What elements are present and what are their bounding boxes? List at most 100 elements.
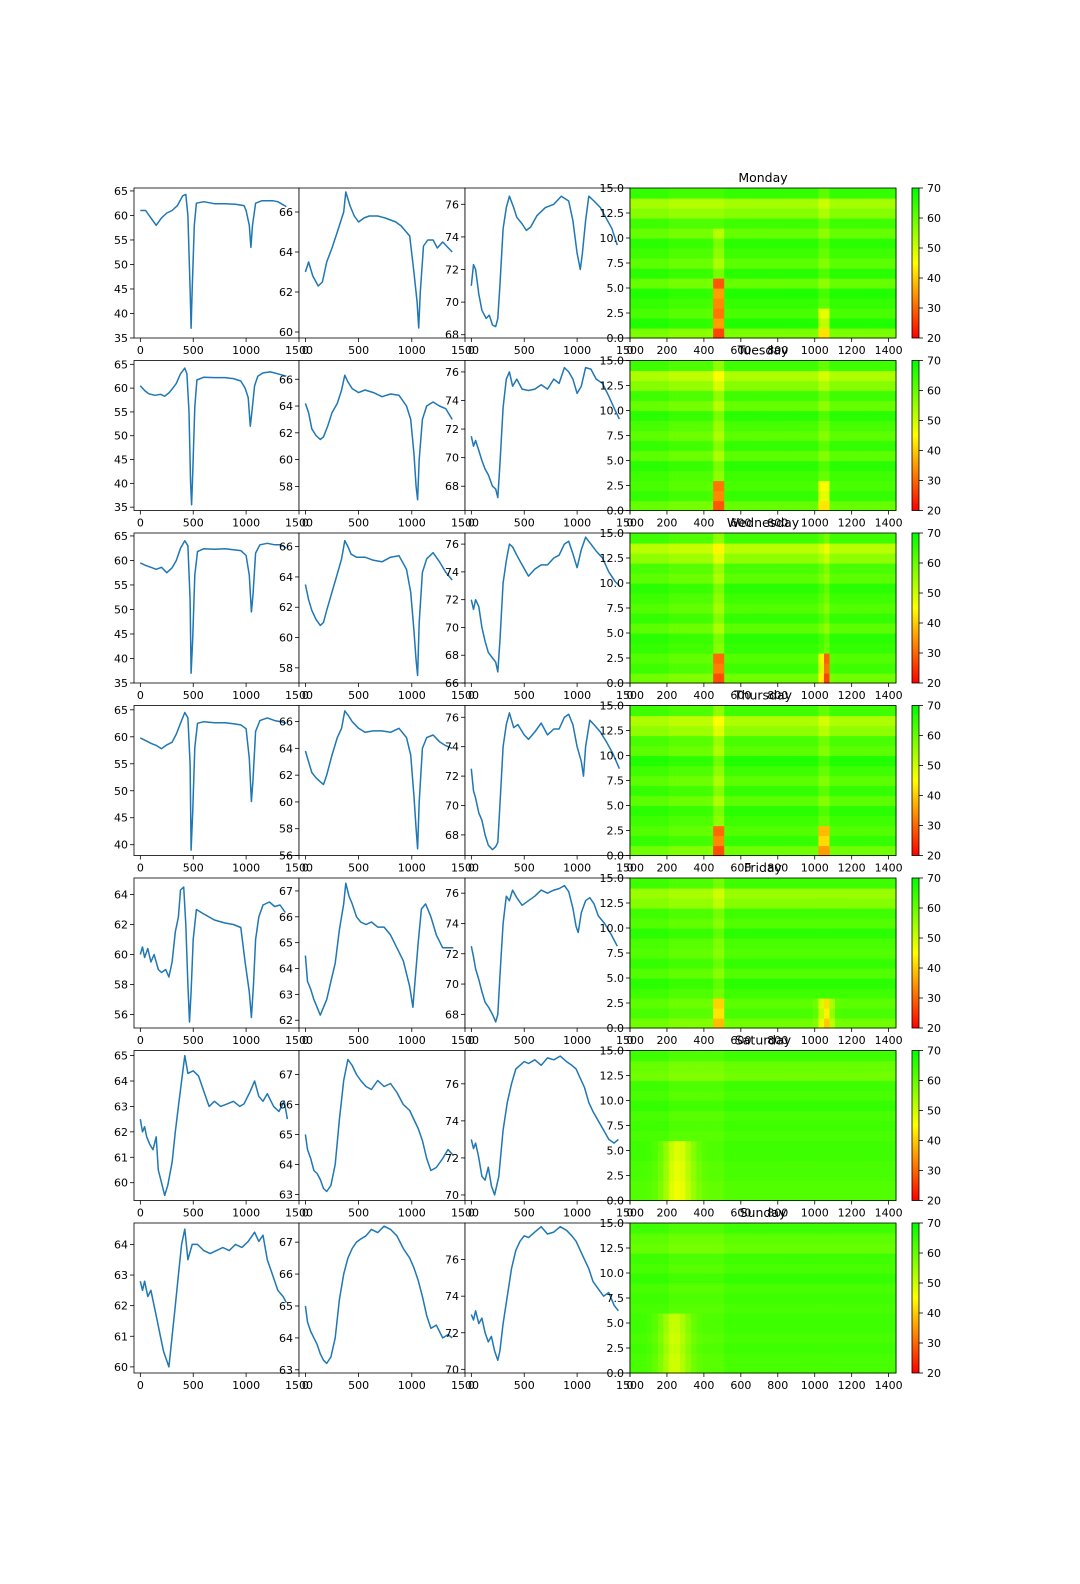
heatmap-cell <box>873 908 880 919</box>
heatmap-cell <box>774 1150 781 1162</box>
heatmap-cell <box>735 898 742 909</box>
heatmap-cell <box>790 553 797 564</box>
heatmap-cell <box>663 613 670 624</box>
heatmap-cell <box>890 593 897 604</box>
heatmap-cell <box>779 735 786 747</box>
heatmap-cell <box>663 765 670 777</box>
heatmap-cell <box>840 360 847 372</box>
y-tick-label: 62 <box>114 1126 128 1139</box>
heatmap-cell <box>879 663 886 674</box>
x-tick-label: 1500 <box>616 1034 644 1047</box>
heatmap-cell <box>801 1060 808 1072</box>
heatmap-cell <box>785 888 792 899</box>
heatmap-cell <box>635 1060 642 1072</box>
heatmap-cell <box>884 543 892 554</box>
heatmap-cell <box>796 978 803 989</box>
heatmap-cell <box>796 825 803 837</box>
colorbar-tick-label: 60 <box>927 902 941 915</box>
heatmap-cell <box>713 1170 720 1182</box>
heatmap-cell <box>729 998 736 1009</box>
heatmap-cell <box>740 430 747 442</box>
x-tick-label: 1200 <box>838 344 866 357</box>
heatmap-cell <box>890 410 897 422</box>
heatmap-cell <box>707 278 714 289</box>
heatmap-cell <box>873 1008 880 1019</box>
heatmap-cell <box>746 328 753 339</box>
y-tick-label: 65 <box>279 1129 293 1142</box>
heatmap-cell <box>796 623 803 634</box>
heatmap-cell <box>835 928 842 939</box>
heatmap-cell <box>846 410 853 422</box>
colorbar-bar <box>911 187 920 339</box>
heatmap-cell <box>796 725 803 737</box>
heatmap-cell <box>630 705 637 717</box>
heatmap-cell <box>657 988 664 999</box>
heatmap-cell <box>641 878 648 889</box>
heatmap-cell <box>740 360 747 372</box>
heatmap-cell <box>641 735 648 747</box>
heatmap-cell <box>879 643 886 654</box>
heatmap-cell <box>790 998 797 1009</box>
heatmap-cell <box>679 663 687 674</box>
heatmap-cell <box>857 735 864 747</box>
heatmap-cell <box>685 968 692 979</box>
heatmap-cell <box>857 755 864 767</box>
heatmap-cell <box>690 410 698 422</box>
heatmap-cell <box>884 218 892 229</box>
heatmap-cell <box>746 1060 753 1072</box>
heatmap-cell <box>790 1120 797 1132</box>
heatmap-cell <box>774 795 781 807</box>
heatmap-cell <box>724 318 731 329</box>
heatmap-cell <box>790 278 797 289</box>
x-tick-label: 1200 <box>838 1034 866 1047</box>
heatmap-cell <box>851 948 858 959</box>
heatmap-cell <box>668 208 675 219</box>
heatmap-cell <box>729 613 736 624</box>
heatmap-cell <box>635 228 642 239</box>
heatmap-cell <box>862 268 869 279</box>
heatmap-cell <box>646 1120 653 1132</box>
heatmap-cell <box>835 795 842 807</box>
heatmap-cell <box>829 298 836 309</box>
y-tick-label: 62 <box>279 286 293 299</box>
heatmap-cell <box>724 888 731 899</box>
heatmap-cell <box>663 745 670 757</box>
heatmap-cell <box>812 490 820 502</box>
heatmap-cell <box>823 888 831 899</box>
heatmap-cell <box>829 360 836 372</box>
heatmap-cell <box>702 908 709 919</box>
heatmap-cell <box>807 795 814 807</box>
heatmap-cell <box>746 390 753 402</box>
heatmap-cell <box>679 390 687 402</box>
heatmap-cell <box>746 298 753 309</box>
heatmap-cell <box>740 928 747 939</box>
heatmap-cell <box>685 390 692 402</box>
heatmap-cell <box>685 998 692 1009</box>
heatmap-cell <box>696 328 703 339</box>
heatmap-cell <box>724 1150 731 1162</box>
heatmap-cell <box>879 593 886 604</box>
heatmap-cell <box>630 543 637 554</box>
heatmap-cell <box>807 958 814 969</box>
heatmap-cell <box>818 918 825 929</box>
heatmap-cell <box>641 1060 648 1072</box>
heatmap-cell <box>663 785 670 797</box>
heatmap-cell <box>746 1110 753 1122</box>
heatmap-cell <box>785 795 792 807</box>
heatmap-cell <box>868 328 875 339</box>
heatmap-cell <box>879 845 886 857</box>
heatmap-cell <box>663 1140 670 1152</box>
heatmap-cell <box>652 725 659 737</box>
heatmap-cell <box>785 613 792 624</box>
heatmap-cell <box>851 1050 858 1062</box>
heatmap-cell <box>823 380 831 392</box>
heatmap-cell <box>851 440 858 452</box>
heatmap-cell <box>663 673 670 684</box>
heatmap-cell <box>785 318 792 329</box>
x-tick-label: 500 <box>348 1034 369 1047</box>
heatmap-cell <box>785 998 792 1009</box>
heatmap-cell <box>635 430 642 442</box>
heatmap-cell <box>679 795 687 807</box>
heatmap-cell <box>685 958 692 969</box>
heatmap-cell <box>724 298 731 309</box>
